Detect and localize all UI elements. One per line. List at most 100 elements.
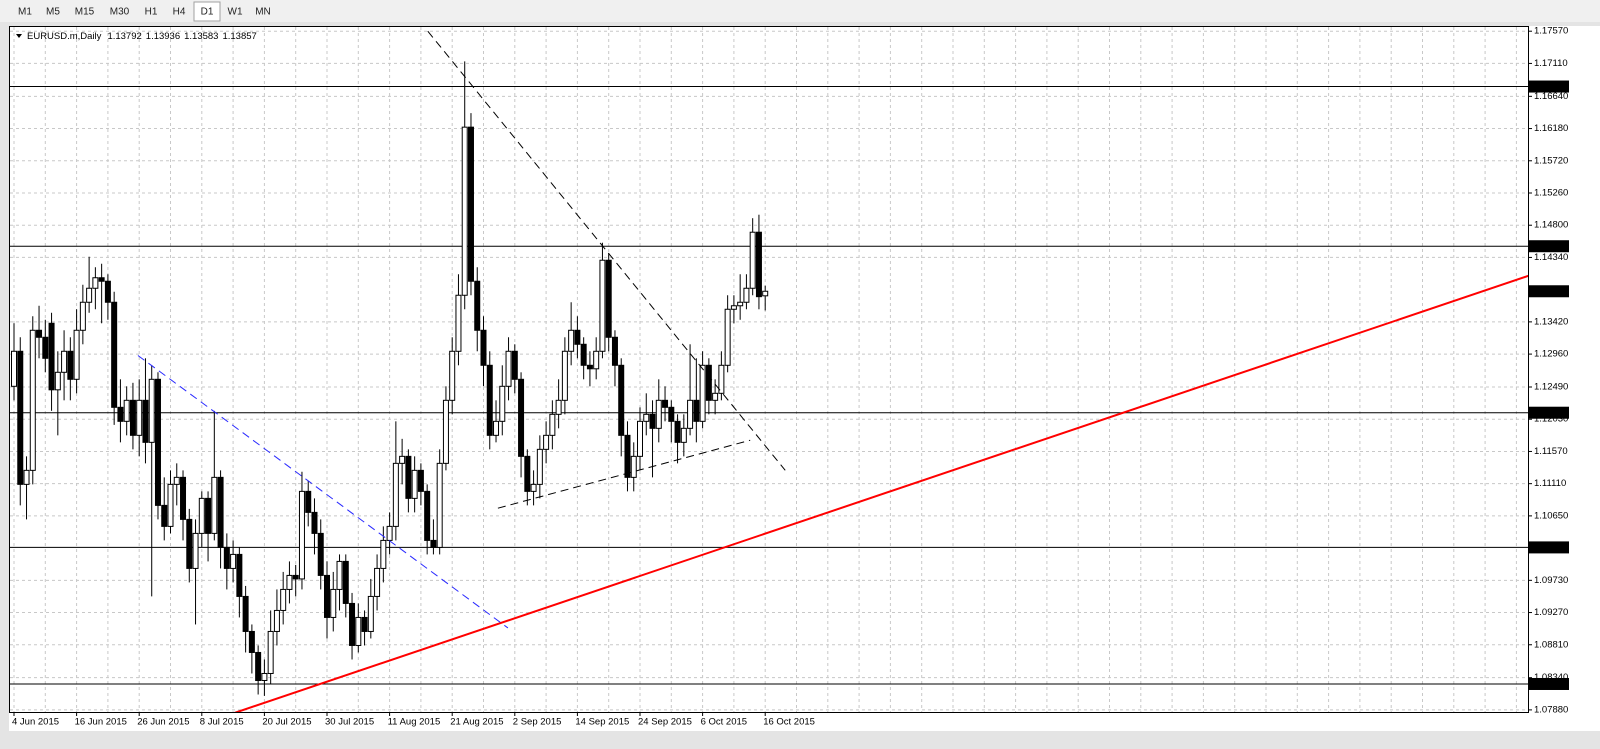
- x-tick-label: 20 Jul 2015: [262, 717, 311, 728]
- candle-body: [324, 574, 330, 618]
- candle-body: [624, 434, 631, 478]
- timeframe-label[interactable]: M5: [46, 7, 60, 18]
- candle-body: [405, 455, 412, 499]
- timeframe-button[interactable]: [68, 2, 101, 21]
- candle-body: [561, 350, 568, 401]
- x-tick-label: 4 Jun 2015: [12, 717, 59, 728]
- candle-body: [461, 126, 468, 296]
- y-tick-label: 1.17110: [1534, 58, 1568, 69]
- timeframe-button[interactable]: [40, 2, 66, 21]
- timeframe-label[interactable]: D1: [201, 7, 214, 18]
- candle-body: [67, 350, 74, 380]
- y-tick-label: 1.14340: [1534, 252, 1568, 263]
- candle-body: [493, 420, 500, 436]
- timeframe-label[interactable]: W1: [228, 7, 243, 18]
- candle-body: [374, 567, 381, 597]
- y-tick-label: 1.16640: [1534, 91, 1568, 102]
- candle-body: [436, 462, 443, 548]
- candle-body: [511, 350, 518, 380]
- candle-body: [649, 413, 656, 429]
- candle-body: [662, 399, 669, 408]
- candle-body: [611, 336, 618, 366]
- candle-body: [280, 588, 287, 611]
- timeframe-label[interactable]: M15: [75, 7, 95, 18]
- candle-body: [399, 455, 406, 464]
- plot-border: [9, 26, 1529, 713]
- candle-body: [674, 420, 681, 443]
- candle-body: [693, 399, 700, 422]
- candle-body: [248, 630, 255, 653]
- x-tick-label: 6 Oct 2015: [701, 717, 747, 728]
- candle-body: [580, 343, 587, 366]
- close-price: 1.13857: [222, 31, 256, 42]
- y-tick-label: 1.12030: [1534, 414, 1568, 425]
- candle-body: [180, 476, 187, 520]
- candle-body: [430, 539, 437, 548]
- candle-body: [449, 350, 456, 401]
- candle-body: [668, 406, 675, 422]
- candle-body: [129, 399, 136, 436]
- trendline: [137, 355, 509, 629]
- candle-body: [417, 469, 424, 492]
- candle-body: [755, 231, 762, 298]
- candle-body: [411, 469, 418, 499]
- timeframe-label[interactable]: MN: [255, 7, 271, 18]
- level-label-box: [1529, 406, 1569, 419]
- low-price: 1.13583: [184, 31, 218, 42]
- y-tick-label: 1.09730: [1534, 575, 1568, 586]
- candle-body: [111, 301, 118, 408]
- candle-body: [762, 290, 769, 297]
- x-tick-label: 2 Sep 2015: [513, 717, 562, 728]
- candle-body: [48, 322, 55, 391]
- y-tick-label: 1.13420: [1534, 316, 1568, 327]
- candle-body: [36, 329, 43, 338]
- timeframe-button[interactable]: [103, 2, 136, 21]
- candle-body: [292, 574, 299, 580]
- candle-body: [380, 539, 387, 569]
- y-tick-label: 1.12960: [1534, 349, 1568, 360]
- timeframe-label[interactable]: H4: [173, 7, 186, 18]
- timeframe-button[interactable]: [166, 2, 192, 21]
- candle-body: [518, 378, 525, 457]
- x-tick-label: 21 Aug 2015: [450, 717, 503, 728]
- timeframe-toolbar: M1 M5 M15 M30 H1 H4 D1 W1 MN: [12, 1, 276, 22]
- candle-body: [211, 476, 218, 534]
- candle-body: [317, 532, 324, 576]
- y-tick-label: 1.11570: [1534, 446, 1568, 457]
- candle-body: [480, 329, 487, 366]
- candle-body: [11, 350, 17, 387]
- timeframe-label[interactable]: M1: [18, 7, 32, 18]
- timeframe-button[interactable]: [222, 2, 248, 21]
- timeframe-label[interactable]: H1: [145, 7, 158, 18]
- timeframe-button[interactable]: [12, 2, 38, 21]
- candle-body: [655, 399, 662, 429]
- timeframe-button[interactable]: [250, 2, 276, 21]
- timeframe-button[interactable]: [193, 1, 221, 22]
- x-tick-label: 24 Sep 2015: [638, 717, 692, 728]
- timeframe-label[interactable]: M30: [110, 7, 130, 18]
- x-tick-label: 16 Jun 2015: [75, 717, 127, 728]
- candle-body: [286, 574, 293, 590]
- candle-body: [123, 399, 130, 422]
- timeframe-button[interactable]: [138, 2, 164, 21]
- candle-body: [349, 602, 356, 646]
- candle-body: [699, 364, 706, 422]
- grid: [10, 27, 1528, 712]
- candle-body: [718, 364, 725, 394]
- candle-body: [223, 546, 230, 569]
- x-tick-label: 26 Jun 2015: [137, 717, 189, 728]
- x-tick-label: 8 Jul 2015: [200, 717, 244, 728]
- level-label-box: [1529, 677, 1569, 690]
- price-label: 1.13857: [1532, 286, 1566, 297]
- level-label: 1.16780: [1532, 81, 1566, 92]
- y-tick-label: 1.15260: [1534, 188, 1568, 199]
- candle-body: [499, 385, 506, 422]
- candle-body: [618, 364, 625, 436]
- candle-body: [92, 277, 99, 289]
- candle-body: [599, 259, 606, 352]
- candle-body: [630, 455, 637, 478]
- symbol-menu-arrow[interactable]: [16, 34, 22, 38]
- candle-body: [605, 259, 612, 338]
- x-tick-label: 14 Sep 2015: [575, 717, 629, 728]
